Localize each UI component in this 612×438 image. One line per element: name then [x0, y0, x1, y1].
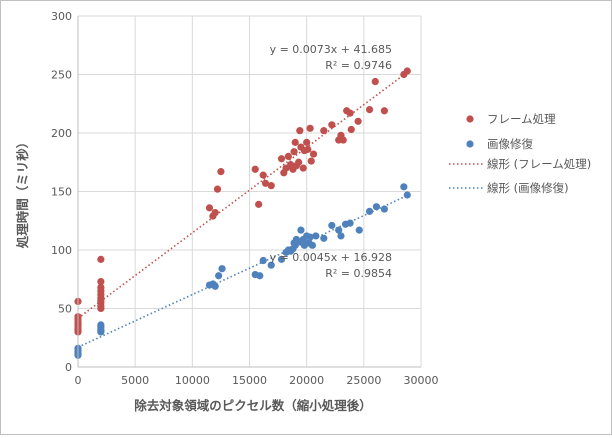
- data-point: [211, 282, 219, 290]
- trendline-r2: R² = 0.9746: [325, 59, 392, 72]
- legend-label: 線形 (フレーム処理): [487, 157, 591, 171]
- trendline: [77, 69, 411, 319]
- data-point: [97, 304, 105, 313]
- data-point: [217, 168, 225, 176]
- y-tick-label: 100: [51, 244, 72, 257]
- axes: 0 50 100 150 200 250 300 0 5000 10000 15000 20000 25…: [51, 10, 439, 387]
- data-point: [380, 205, 389, 213]
- x-axis-label: 除去対象領域のピクセル数（縮小処理後）: [134, 398, 372, 413]
- data-point: [365, 106, 374, 114]
- data-point: [218, 265, 226, 273]
- data-point: [309, 150, 318, 158]
- x-tick-label: 25000: [346, 374, 381, 387]
- trendline-equation: y = 0.0073x + 41.685: [270, 43, 392, 56]
- data-point: [380, 107, 389, 115]
- x-tick-label: 5000: [121, 374, 149, 387]
- data-point: [97, 328, 105, 336]
- data-point: [259, 171, 267, 179]
- data-point: [296, 127, 304, 135]
- data-point: [97, 277, 105, 286]
- data-point: [215, 272, 223, 280]
- trendline: [77, 193, 410, 348]
- data-point: [303, 138, 311, 146]
- legend-marker: [466, 140, 474, 148]
- data-point: [335, 226, 343, 234]
- data-point: [306, 124, 314, 132]
- trendline-equation: y = 0.0045x + 16.928: [270, 251, 392, 264]
- data-point: [97, 255, 105, 263]
- y-tick-label: 300: [51, 10, 72, 23]
- trendline-r2: R² = 0.9854: [325, 267, 392, 280]
- data-point: [372, 203, 381, 211]
- y-tick-label: 200: [51, 127, 72, 140]
- data-point: [328, 221, 336, 230]
- y-axis-label: 処理時間（ミリ秒）: [15, 136, 30, 250]
- data-point: [277, 255, 286, 263]
- data-point: [346, 219, 354, 227]
- data-point: [339, 136, 347, 144]
- y-tick-label: 250: [51, 69, 72, 82]
- gridlines: [77, 15, 422, 368]
- data-point: [284, 152, 292, 160]
- data-point: [299, 164, 307, 172]
- legend-label: 線形 (画像修復): [487, 181, 569, 195]
- data-point: [277, 155, 286, 163]
- data-point: [251, 165, 259, 173]
- data-points: [74, 67, 411, 359]
- data-point: [365, 207, 374, 215]
- data-point: [211, 208, 219, 217]
- data-point: [295, 158, 303, 166]
- x-tick-label: 20000: [289, 374, 324, 387]
- data-point: [297, 226, 305, 234]
- data-point: [256, 272, 264, 280]
- data-point: [291, 138, 299, 146]
- data-point: [261, 179, 270, 187]
- x-tick-label: 0: [75, 374, 82, 387]
- data-point: [308, 241, 316, 249]
- data-point: [371, 77, 379, 86]
- legend-marker: [466, 115, 474, 123]
- data-point: [304, 145, 312, 153]
- x-tick-label: 15000: [232, 374, 267, 387]
- legend-label: フレーム処理: [487, 112, 556, 126]
- data-point: [337, 232, 345, 240]
- data-point: [320, 234, 328, 242]
- x-tick-label: 30000: [404, 374, 439, 387]
- data-point: [320, 127, 328, 135]
- y-tick-label: 150: [51, 186, 72, 199]
- data-point: [355, 226, 363, 234]
- x-tick-label: 10000: [175, 374, 210, 387]
- y-tick-label: 0: [65, 361, 72, 374]
- data-point: [267, 261, 275, 269]
- data-point: [259, 256, 267, 265]
- data-point: [290, 148, 298, 156]
- data-point: [306, 233, 314, 241]
- data-point: [328, 121, 336, 129]
- y-tick-label: 50: [58, 303, 72, 316]
- data-point: [312, 232, 320, 240]
- data-point: [346, 109, 354, 117]
- data-point: [213, 185, 222, 193]
- data-point: [255, 200, 263, 208]
- data-point: [267, 182, 275, 190]
- data-point: [205, 204, 214, 212]
- data-point: [403, 67, 411, 75]
- data-point: [347, 125, 355, 134]
- data-point: [403, 191, 411, 199]
- trendline-annotations: y = 0.0073x + 41.685 R² = 0.9746 y = 0.004…: [270, 43, 392, 280]
- legend-label: 画像修復: [487, 137, 533, 151]
- data-point: [307, 157, 315, 165]
- data-point: [400, 183, 408, 191]
- data-point: [354, 117, 362, 125]
- trendlines: [77, 69, 411, 348]
